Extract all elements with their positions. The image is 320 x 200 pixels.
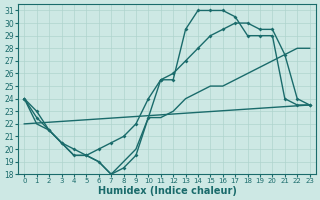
X-axis label: Humidex (Indice chaleur): Humidex (Indice chaleur) bbox=[98, 186, 236, 196]
